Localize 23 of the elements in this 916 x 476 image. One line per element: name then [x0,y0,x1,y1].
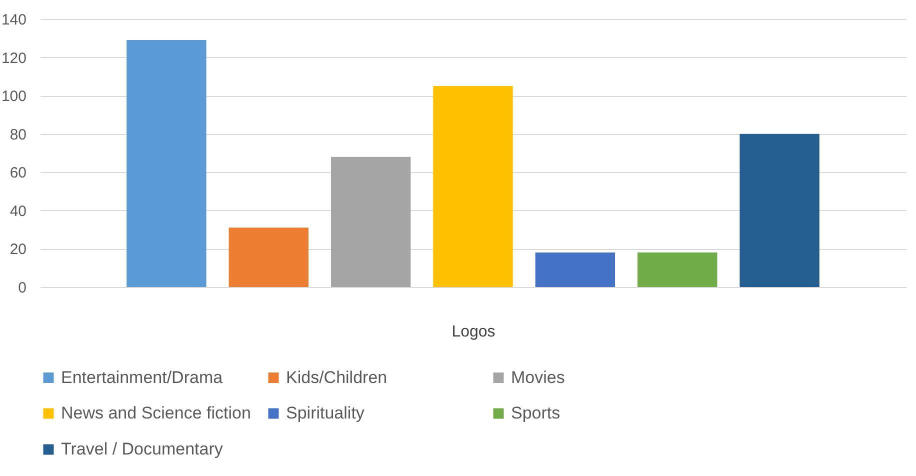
bar [535,252,616,287]
y-tick-label: 0 [18,280,26,296]
y-tick-label: 140 [1,12,26,28]
bar [433,86,513,287]
legend-label: Sports [511,404,560,422]
bar [228,228,308,287]
legend-label: Movies [511,368,565,387]
y-tick-label: 20 [10,241,26,258]
bar [638,252,718,287]
y-tick-label: 120 [1,50,26,67]
y-tick-label: 80 [10,126,26,144]
bar [126,40,206,287]
legend-label: Entertainment/Drama [61,368,224,387]
y-tick-label: 40 [10,202,26,220]
y-tick-label: 60 [10,164,26,182]
bar [740,134,820,287]
legend-label: Travel / Documentary [61,440,224,458]
bar [330,156,411,287]
y-tick-label: 100 [1,88,26,106]
legend-label: Spirituality [286,404,365,422]
x-axis-title: Logos [452,324,496,340]
legend-label: News and Science fiction [61,404,251,422]
legend-label: Kids/Children [286,368,388,387]
